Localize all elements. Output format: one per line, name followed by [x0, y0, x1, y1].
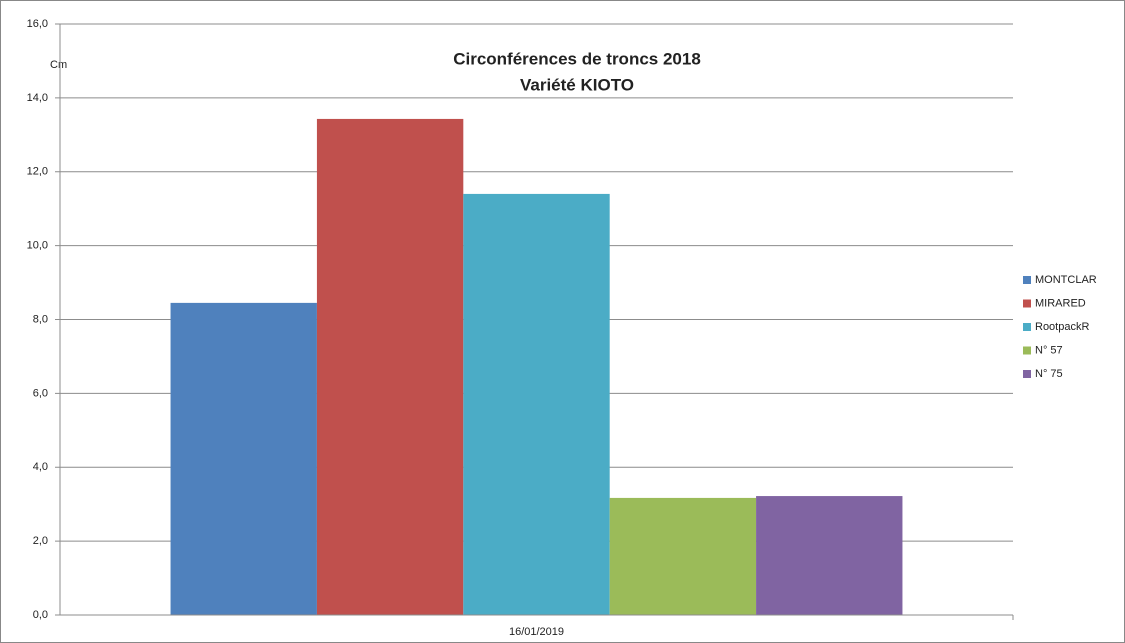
bar — [463, 193, 610, 615]
y-tick-label: 0,0 — [33, 609, 48, 621]
y-tick-label: 14,0 — [27, 92, 48, 104]
legend-label: N° 75 — [1035, 368, 1063, 380]
legend-label: RootpackR — [1035, 321, 1089, 333]
y-axis-label: Cm — [50, 59, 67, 71]
y-tick-label: 2,0 — [33, 535, 48, 547]
y-tick-label: 4,0 — [33, 461, 48, 473]
legend-swatch — [1023, 370, 1031, 378]
legend-swatch — [1023, 346, 1031, 355]
legend-label: MONTCLAR — [1035, 274, 1097, 286]
y-tick-label: 10,0 — [27, 240, 48, 252]
y-tick-label: 12,0 — [27, 166, 48, 178]
chart-title: Circonférences de troncs 2018 — [453, 49, 701, 68]
legend-swatch — [1023, 323, 1031, 331]
y-tick-label: 8,0 — [33, 313, 48, 325]
bar — [756, 496, 903, 615]
y-tick-label: 6,0 — [33, 387, 48, 399]
bar — [609, 497, 757, 615]
x-tick-label: 16/01/2019 — [509, 626, 564, 638]
bar — [170, 302, 317, 615]
legend-swatch — [1023, 299, 1031, 308]
legend-swatch — [1023, 276, 1031, 284]
bar — [316, 118, 464, 615]
chart-title: Variété KIOTO — [520, 75, 634, 94]
legend-label: MIRARED — [1035, 297, 1086, 309]
legend-label: N° 57 — [1035, 344, 1063, 356]
y-tick-label: 16,0 — [27, 18, 48, 30]
